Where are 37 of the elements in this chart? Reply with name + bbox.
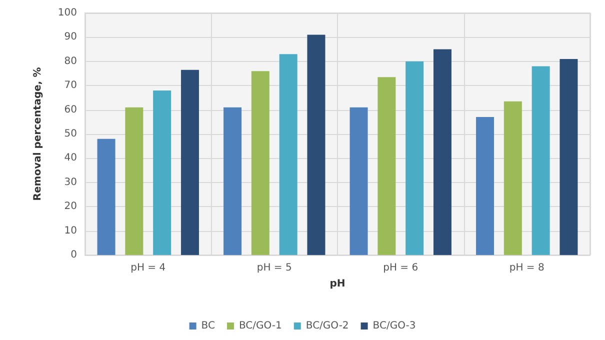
bar: [153, 90, 172, 255]
x-tick-label: pH = 6: [383, 262, 418, 274]
y-axis-title: Removal percentage, %: [32, 67, 44, 201]
bar: [307, 34, 326, 255]
y-tick-label: 0: [70, 250, 77, 260]
bar: [532, 66, 550, 255]
bar: [180, 70, 199, 255]
y-tick-label: 30: [64, 176, 77, 188]
x-tick-label: pH = 5: [256, 262, 292, 274]
y-tick-label: 60: [64, 104, 77, 116]
legend-label: BC/GO-2: [306, 320, 349, 332]
bar: [251, 71, 270, 255]
y-tick-label: 10: [64, 225, 77, 236]
bar: [224, 107, 242, 255]
bar: [378, 77, 396, 255]
bar: [560, 58, 578, 255]
bar: [350, 107, 368, 255]
y-tick-label: 40: [64, 152, 77, 164]
bar: [97, 138, 116, 255]
y-tick-label: 100: [58, 8, 77, 18]
bar: [433, 49, 452, 255]
x-axis-title: pH: [330, 278, 346, 290]
y-tick-label: 90: [64, 32, 77, 43]
legend-label: BC/GO-3: [372, 320, 416, 332]
y-tick-label: 20: [64, 201, 77, 212]
legend-label: BC/GO-1: [238, 320, 282, 332]
bar: [125, 107, 144, 255]
y-tick-label: 70: [64, 80, 77, 92]
x-tick-label: pH = 8: [509, 262, 544, 274]
x-tick-label: pH = 4: [130, 262, 166, 274]
bar: [504, 101, 522, 255]
legend-label: BC: [201, 320, 215, 332]
bar: [406, 61, 424, 255]
y-tick-label: 80: [64, 56, 77, 67]
y-tick-label: 50: [64, 128, 77, 140]
bar: [279, 54, 298, 255]
bar: [476, 117, 494, 255]
